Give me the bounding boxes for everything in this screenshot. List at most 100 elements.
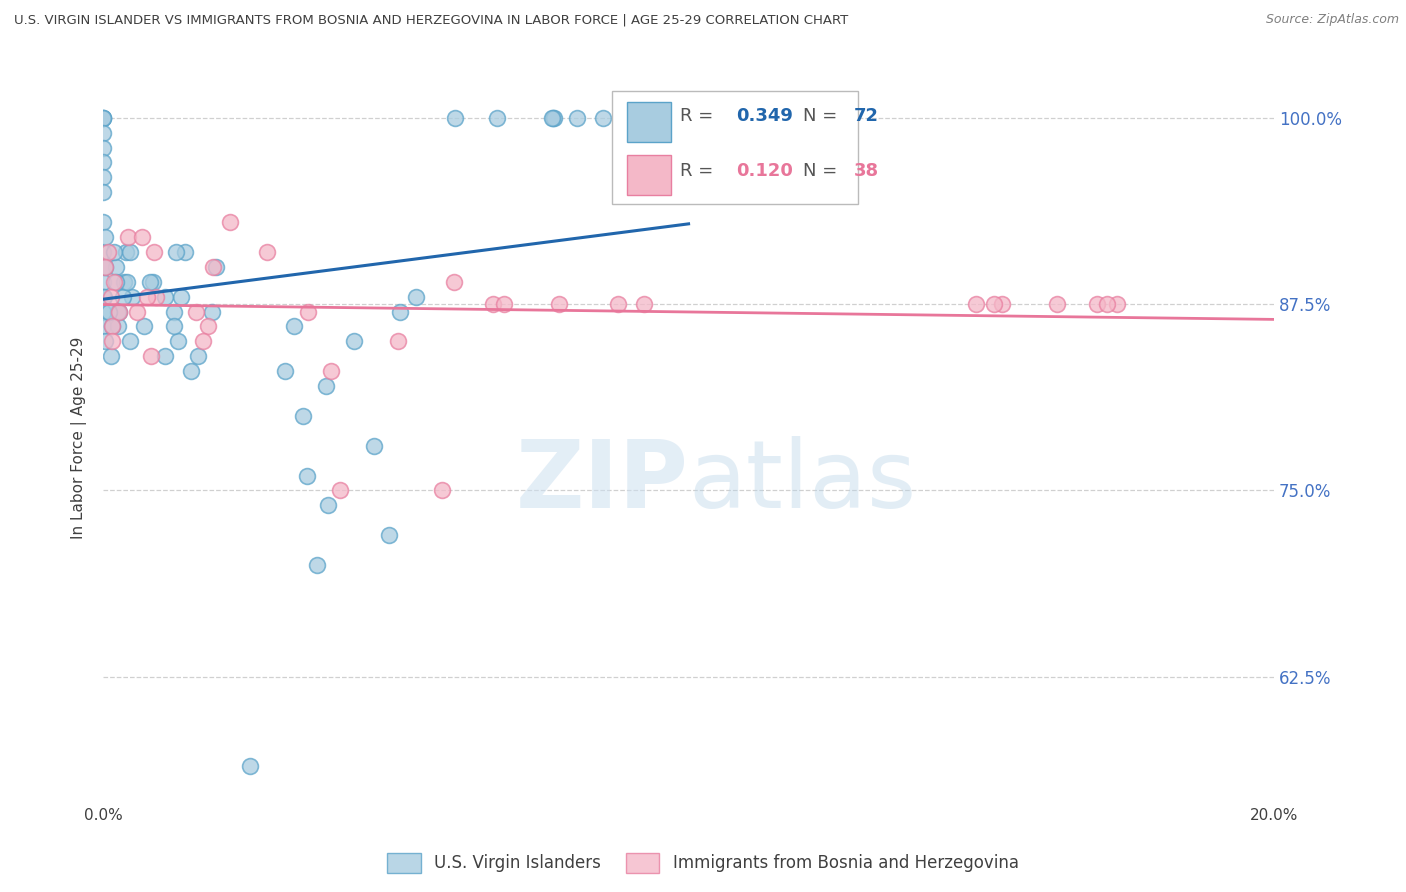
Point xyxy=(107,304,129,318)
Point xyxy=(91,275,114,289)
Text: atlas: atlas xyxy=(689,436,917,528)
Point xyxy=(565,111,588,125)
Point xyxy=(105,275,128,289)
FancyBboxPatch shape xyxy=(627,102,671,142)
Point xyxy=(91,170,114,185)
Point xyxy=(94,230,117,244)
Point xyxy=(543,111,565,125)
Point xyxy=(592,111,614,125)
Point xyxy=(617,111,640,125)
Point xyxy=(112,275,135,289)
Point xyxy=(543,111,565,125)
Text: 0.120: 0.120 xyxy=(737,161,793,179)
Text: 38: 38 xyxy=(853,161,879,179)
Point xyxy=(965,297,987,311)
Point xyxy=(91,126,114,140)
Point xyxy=(633,297,655,311)
Text: Source: ZipAtlas.com: Source: ZipAtlas.com xyxy=(1265,13,1399,27)
Point xyxy=(321,364,343,378)
Point xyxy=(91,304,114,318)
Point xyxy=(485,111,508,125)
Point xyxy=(91,319,114,334)
Point xyxy=(983,297,1005,311)
Point xyxy=(131,230,153,244)
Point xyxy=(443,275,465,289)
Point xyxy=(100,290,122,304)
Point xyxy=(112,290,135,304)
Point xyxy=(363,439,385,453)
Legend: U.S. Virgin Islanders, Immigrants from Bosnia and Herzegovina: U.S. Virgin Islanders, Immigrants from B… xyxy=(381,847,1025,880)
Point xyxy=(343,334,366,349)
Point xyxy=(91,215,114,229)
Point xyxy=(180,364,202,378)
Point xyxy=(94,260,117,274)
Point xyxy=(430,483,453,498)
Point xyxy=(1095,297,1118,311)
Point xyxy=(91,140,114,154)
Point xyxy=(165,244,187,259)
Point xyxy=(548,297,571,311)
Text: N =: N = xyxy=(803,161,838,179)
Point xyxy=(297,304,319,318)
Point xyxy=(134,319,156,334)
Point xyxy=(91,260,114,274)
Point xyxy=(91,186,114,200)
Text: 72: 72 xyxy=(853,107,879,125)
Point xyxy=(103,244,125,259)
Point xyxy=(405,290,427,304)
Point xyxy=(91,111,114,125)
Point xyxy=(256,244,278,259)
Point xyxy=(91,111,114,125)
Point xyxy=(93,290,115,304)
Point xyxy=(174,244,197,259)
Text: U.S. VIRGIN ISLANDER VS IMMIGRANTS FROM BOSNIA AND HERZEGOVINA IN LABOR FORCE | : U.S. VIRGIN ISLANDER VS IMMIGRANTS FROM … xyxy=(14,13,848,27)
Point xyxy=(274,364,297,378)
Point xyxy=(540,111,562,125)
Point xyxy=(1087,297,1109,311)
Point xyxy=(202,260,225,274)
Point xyxy=(205,260,228,274)
Point xyxy=(139,275,162,289)
Point xyxy=(162,304,184,318)
Text: 0.349: 0.349 xyxy=(737,107,793,125)
Point xyxy=(316,499,339,513)
Point xyxy=(142,275,165,289)
Point xyxy=(218,215,240,229)
Point xyxy=(115,275,138,289)
Point xyxy=(115,244,138,259)
Point xyxy=(118,334,141,349)
Point xyxy=(107,319,129,334)
Point xyxy=(101,334,124,349)
Point xyxy=(120,244,142,259)
Point xyxy=(121,290,143,304)
Point xyxy=(94,334,117,349)
Point xyxy=(91,155,114,169)
Point xyxy=(91,290,114,304)
Point xyxy=(167,334,190,349)
Point xyxy=(991,297,1014,311)
Point xyxy=(193,334,215,349)
Point xyxy=(100,349,122,363)
Point xyxy=(305,558,328,572)
Point xyxy=(105,260,128,274)
Text: R =: R = xyxy=(681,107,714,125)
Point xyxy=(377,528,399,542)
Point xyxy=(387,334,409,349)
Point xyxy=(97,244,120,259)
Point xyxy=(494,297,516,311)
Point xyxy=(655,111,678,125)
Point xyxy=(187,349,209,363)
Point xyxy=(329,483,352,498)
Point xyxy=(94,260,117,274)
Point xyxy=(125,304,148,318)
Point xyxy=(98,304,121,318)
Point xyxy=(315,379,337,393)
Point xyxy=(143,244,166,259)
Point xyxy=(1107,297,1129,311)
Point xyxy=(443,111,465,125)
Point xyxy=(136,290,159,304)
Point xyxy=(184,304,207,318)
Point xyxy=(197,319,219,334)
Point xyxy=(238,759,260,773)
Point xyxy=(606,297,628,311)
